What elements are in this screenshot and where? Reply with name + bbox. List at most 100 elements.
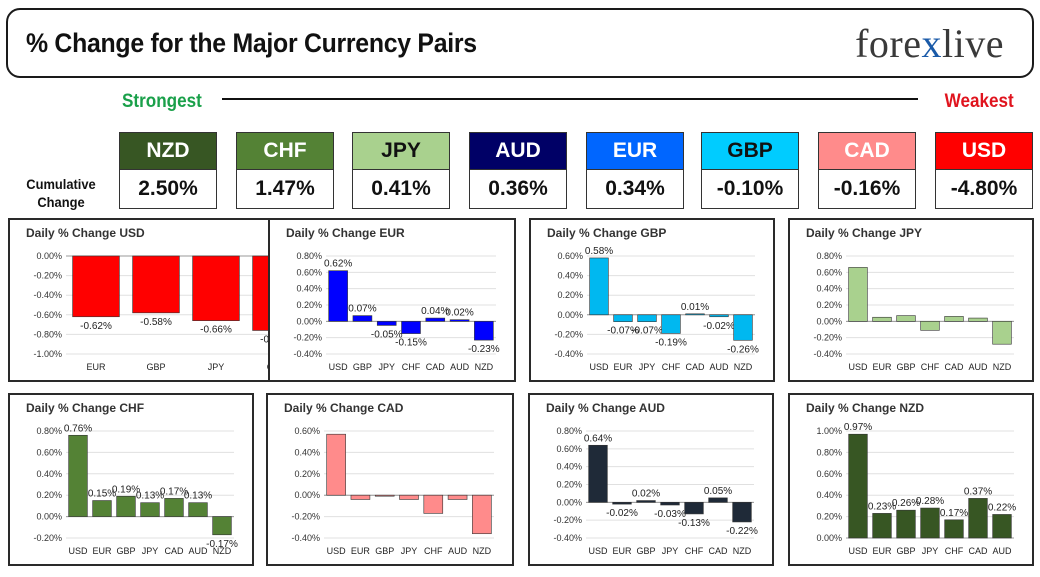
data-label: -0.05% bbox=[371, 329, 403, 340]
x-tick-label: USD bbox=[848, 546, 868, 556]
currency-name: USD bbox=[935, 132, 1033, 170]
bar-gbp bbox=[116, 495, 136, 517]
x-tick-label: EUR bbox=[92, 546, 112, 556]
y-tick-label: 0.20% bbox=[556, 480, 582, 490]
data-label: -0.19% bbox=[655, 337, 687, 348]
y-tick-label: 0.20% bbox=[816, 300, 842, 310]
y-tick-label: 0.00% bbox=[36, 512, 62, 522]
x-tick-label: NZD bbox=[475, 362, 494, 372]
y-tick-label: 0.60% bbox=[296, 267, 322, 277]
x-tick-label: AUD bbox=[188, 546, 208, 556]
data-label: -0.26% bbox=[727, 344, 759, 355]
bar-aud bbox=[447, 494, 468, 500]
y-tick-label: 0.40% bbox=[556, 462, 582, 472]
x-tick-label: EUR bbox=[872, 362, 892, 372]
data-label: 0.02% bbox=[632, 489, 660, 500]
y-tick-label: 0.20% bbox=[816, 512, 842, 522]
x-tick-label: CAD bbox=[164, 546, 184, 556]
x-tick-label: GBP bbox=[375, 546, 394, 556]
bar-nzd bbox=[472, 494, 492, 535]
bar-aud bbox=[968, 317, 988, 322]
bar-chart: 0.80% 0.60% 0.40% 0.20% 0.00% -0.20% -0.40% USD… bbox=[293, 251, 500, 372]
currency-name: CHF bbox=[236, 132, 334, 170]
x-tick-label: AUD bbox=[448, 546, 468, 556]
bar-gbp bbox=[896, 315, 916, 322]
data-label: 0.15% bbox=[88, 489, 116, 500]
currency-cumulative-value: 1.47% bbox=[236, 170, 334, 209]
data-label: -0.17% bbox=[206, 539, 238, 550]
bar-usd bbox=[848, 433, 868, 539]
data-label: -0.22% bbox=[726, 526, 758, 537]
data-label: 0.22% bbox=[988, 502, 1016, 513]
y-tick-label: 0.40% bbox=[816, 284, 842, 294]
chart-title: Daily % Change GBP bbox=[547, 226, 667, 240]
data-label: 0.07% bbox=[348, 304, 376, 315]
data-label: -0.07% bbox=[607, 326, 639, 337]
data-label: 0.17% bbox=[160, 486, 188, 497]
data-label: -0.02% bbox=[606, 508, 638, 519]
bar-eur bbox=[872, 513, 892, 539]
y-tick-label: -1.00% bbox=[33, 349, 62, 359]
y-tick-label: -0.20% bbox=[554, 329, 583, 339]
y-tick-label: -0.80% bbox=[33, 329, 62, 339]
currency-cumulative-value: -0.16% bbox=[818, 170, 916, 209]
bar-jpy bbox=[140, 502, 160, 517]
chart-panel-gbp: Daily % Change GBP 0.60% 0.40% 0.20% 0.00% -0… bbox=[529, 218, 775, 382]
y-tick-label: -0.20% bbox=[33, 533, 62, 543]
y-tick-label: -0.40% bbox=[553, 533, 582, 543]
x-tick-label: USD bbox=[329, 362, 349, 372]
bar-chf bbox=[661, 314, 681, 334]
data-label: 0.04% bbox=[421, 306, 449, 317]
currency-box-usd: USD -4.80% bbox=[935, 132, 1033, 209]
bar-jpy bbox=[660, 502, 680, 506]
x-tick-label: JPY bbox=[142, 546, 159, 556]
x-tick-label: EUR bbox=[86, 362, 106, 372]
bar-jpy bbox=[637, 314, 657, 322]
bar-usd bbox=[589, 257, 609, 316]
data-label: -0.23% bbox=[468, 344, 500, 355]
x-tick-label: USD bbox=[68, 546, 88, 556]
bar-chart: 1.00% 0.80% 0.60% 0.40% 0.20% 0.00% USD 0.97% EU… bbox=[816, 422, 1016, 556]
bar-chf bbox=[944, 519, 964, 539]
bar-chart: 0.80% 0.60% 0.40% 0.20% 0.00% -0.20% -0.40% USD… bbox=[553, 426, 758, 556]
y-tick-label: 0.40% bbox=[36, 469, 62, 479]
bar-eur bbox=[92, 500, 112, 517]
x-tick-label: GBP bbox=[116, 546, 135, 556]
x-tick-label: JPY bbox=[639, 362, 656, 372]
data-label: 0.17% bbox=[940, 508, 968, 519]
bar-usd bbox=[588, 444, 608, 503]
x-tick-label: CHF bbox=[685, 546, 704, 556]
y-tick-label: -0.20% bbox=[33, 271, 62, 281]
x-tick-label: AUD bbox=[450, 362, 470, 372]
y-tick-label: 0.60% bbox=[556, 444, 582, 454]
currency-name: NZD bbox=[119, 132, 217, 170]
cumulative-change-label: Cumulative Change bbox=[26, 176, 96, 210]
y-tick-label: 0.20% bbox=[294, 469, 320, 479]
data-label: 0.05% bbox=[704, 486, 732, 497]
bar-eur bbox=[613, 314, 633, 322]
weakest-label: Weakest bbox=[944, 91, 1014, 112]
strongest-label: Strongest bbox=[122, 91, 202, 112]
y-tick-label: 0.80% bbox=[296, 251, 322, 261]
x-tick-label: NZD bbox=[473, 546, 492, 556]
bar-nzd bbox=[212, 516, 232, 536]
x-tick-label: CAD bbox=[685, 362, 705, 372]
x-tick-label: EUR bbox=[351, 546, 371, 556]
chart-title: Daily % Change AUD bbox=[546, 401, 665, 415]
y-tick-label: 0.80% bbox=[36, 426, 62, 436]
bar-nzd bbox=[474, 321, 494, 341]
x-tick-label: AUD bbox=[709, 362, 729, 372]
bar-cad bbox=[425, 317, 446, 322]
x-tick-label: NZD bbox=[733, 546, 752, 556]
x-tick-label: GBP bbox=[896, 362, 915, 372]
x-tick-label: USD bbox=[327, 546, 347, 556]
strength-scale-line bbox=[222, 98, 918, 100]
y-tick-label: 0.00% bbox=[296, 316, 322, 326]
x-tick-label: EUR bbox=[872, 546, 892, 556]
currency-box-chf: CHF 1.47% bbox=[236, 132, 334, 209]
bar-chart: 0.80% 0.60% 0.40% 0.20% 0.00% -0.20% -0.40% USD… bbox=[813, 251, 1014, 372]
data-label: 0.02% bbox=[445, 308, 473, 319]
y-tick-label: 0.60% bbox=[557, 251, 583, 261]
data-label: 0.23% bbox=[868, 501, 896, 512]
y-tick-label: 0.00% bbox=[816, 316, 842, 326]
